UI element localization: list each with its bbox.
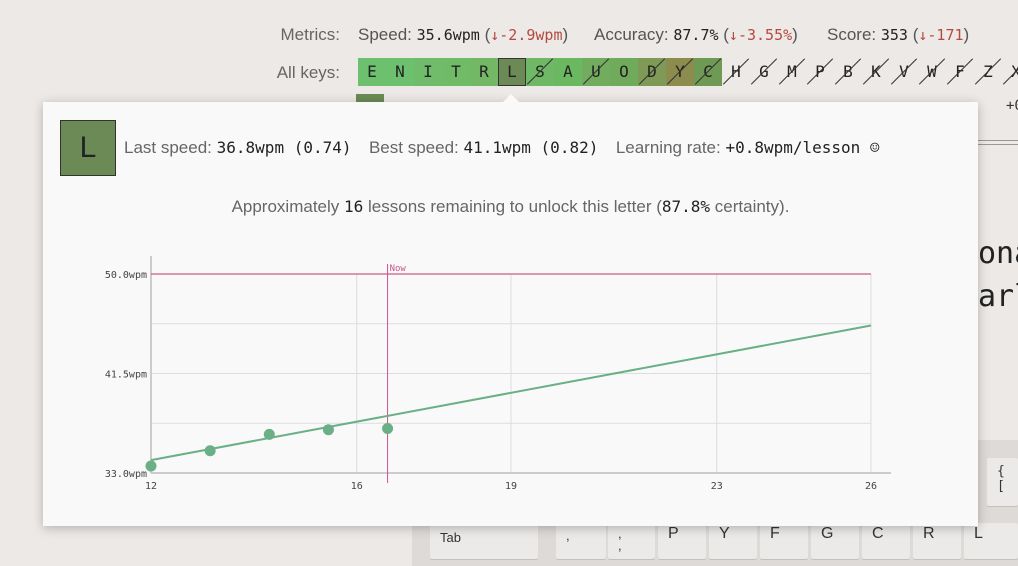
accuracy-value: 87.7%	[673, 26, 719, 44]
practice-text-line: ona	[978, 236, 1018, 271]
key-chip-o[interactable]: O	[610, 58, 638, 86]
speed-value: 35.6wpm	[416, 26, 480, 44]
accuracy-delta: ↓-3.55%	[728, 26, 793, 44]
keyboard-key-f[interactable]: F	[760, 523, 808, 559]
key-chip-i[interactable]: I	[414, 58, 442, 86]
data-point	[204, 445, 216, 457]
learning-rate-label: Learning rate:	[615, 138, 721, 157]
lessons-remaining: Approximately 16 lessons remaining to un…	[43, 197, 978, 217]
key-letter-badge: L	[60, 120, 116, 176]
accuracy-metric: Accuracy: 87.7% (↓-3.55%)	[594, 25, 798, 44]
keyboard-key-g[interactable]: G	[811, 523, 859, 559]
key-chip-f[interactable]: F	[946, 58, 974, 86]
divider-line	[978, 144, 1018, 145]
speed-label: Speed:	[358, 25, 412, 44]
key-chip-m[interactable]: M	[778, 58, 806, 86]
remaining-prefix: Approximately	[231, 197, 340, 216]
all-keys-label: All keys:	[276, 63, 340, 82]
speed-delta: ↓-2.9wpm	[490, 26, 563, 44]
keyboard-key[interactable]: ,,	[608, 523, 654, 559]
keyboard-key-tab[interactable]: Tab	[430, 523, 538, 559]
key-chip-u[interactable]: U	[582, 58, 610, 86]
data-point	[145, 460, 157, 472]
key-chip-a[interactable]: A	[554, 58, 582, 86]
best-speed-label: Best speed:	[368, 138, 459, 157]
key-chip-h[interactable]: H	[722, 58, 750, 86]
key-chip-d[interactable]: D	[638, 58, 666, 86]
speed-metric: Speed: 35.6wpm (↓-2.9wpm)	[358, 25, 569, 44]
metrics-row: Metrics: Speed: 35.6wpm (↓-2.9wpm) Accur…	[0, 22, 1018, 50]
divider-line	[978, 140, 1018, 141]
popup-pointer	[502, 94, 520, 103]
key-chip-v[interactable]: V	[890, 58, 918, 86]
key-chip-e[interactable]: E	[358, 58, 386, 86]
keyboard-key-y[interactable]: Y	[709, 523, 757, 559]
y-tick-label: 41.5wpm	[105, 370, 147, 381]
learning-rate-value: +0.8wpm/lesson ☺	[725, 138, 880, 157]
score-delta: ↓-171	[918, 26, 964, 44]
last-speed-label: Last speed:	[124, 138, 212, 157]
key-chip-c[interactable]: C	[694, 58, 722, 86]
key-chip-p[interactable]: P	[806, 58, 834, 86]
last-speed-value: 36.8wpm (0.74)	[216, 138, 352, 157]
score-metric: Score: 353 (↓-171)	[827, 25, 970, 44]
key-chip-n[interactable]: N	[386, 58, 414, 86]
key-chip-k[interactable]: K	[862, 58, 890, 86]
practice-text-line: arl	[978, 279, 1018, 314]
x-tick-label: 19	[505, 481, 517, 492]
score-value: 353	[880, 26, 908, 44]
y-tick-label: 50.0wpm	[105, 270, 147, 281]
key-details-popup: L Last speed: 36.8wpm (0.74) Best speed:…	[43, 102, 978, 526]
key-chip-g[interactable]: G	[750, 58, 778, 86]
best-speed-value: 41.1wpm (0.82)	[463, 138, 599, 157]
key-chip-s[interactable]: S	[526, 58, 554, 86]
key-chip-x[interactable]: X	[1002, 58, 1018, 86]
remaining-count: 16	[344, 197, 364, 216]
data-point	[322, 424, 334, 436]
key-chip-w[interactable]: W	[918, 58, 946, 86]
remaining-certainty: 87.8%	[661, 197, 711, 216]
score-label: Score:	[827, 25, 877, 44]
current-key-tail: +0.8w	[1006, 98, 1018, 114]
x-tick-label: 16	[351, 481, 363, 492]
keyboard-key-c[interactable]: C	[862, 523, 910, 559]
keyboard-key[interactable]: {[	[987, 458, 1018, 506]
key-chip-z[interactable]: Z	[974, 58, 1002, 86]
key-stats: Last speed: 36.8wpm (0.74) Best speed: 4…	[124, 138, 880, 158]
metrics-label: Metrics:	[280, 25, 341, 44]
key-chip-b[interactable]: B	[834, 58, 862, 86]
data-point	[382, 423, 394, 435]
key-chip-l[interactable]: L	[498, 58, 526, 86]
accuracy-label: Accuracy:	[594, 25, 669, 44]
remaining-suffix: certainty).	[714, 197, 790, 216]
key-chip-y[interactable]: Y	[666, 58, 694, 86]
remaining-middle: lessons remaining to unlock this letter …	[368, 197, 662, 216]
x-tick-label: 26	[865, 481, 877, 492]
y-tick-label: 33.0wpm	[105, 469, 147, 480]
keyboard-key-l[interactable]: L	[964, 523, 1018, 559]
keyboard-key-p[interactable]: P	[658, 523, 706, 559]
data-point	[263, 428, 275, 440]
key-chip-r[interactable]: R	[470, 58, 498, 86]
now-label: Now	[390, 264, 407, 274]
keyboard-key[interactable]: ,	[556, 523, 606, 559]
key-chip-t[interactable]: T	[442, 58, 470, 86]
keyboard-key-r[interactable]: R	[913, 523, 961, 559]
x-tick-label: 23	[711, 481, 723, 492]
x-tick-label: 12	[145, 481, 157, 492]
